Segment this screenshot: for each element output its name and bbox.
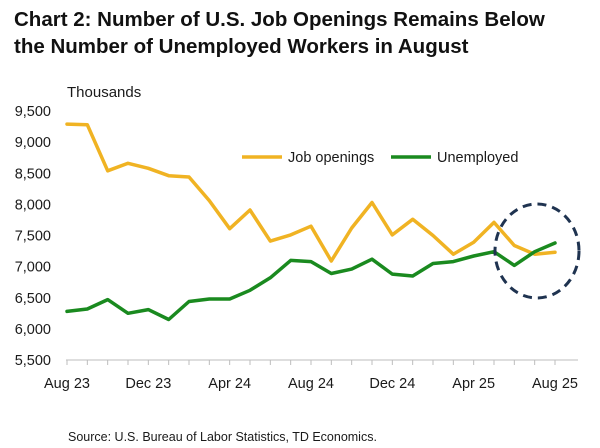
- x-tick-label: Dec 24: [369, 376, 415, 392]
- x-tick-label: Aug 24: [288, 376, 334, 392]
- y-tick-label: 8,500: [15, 166, 51, 182]
- x-tick-label: Dec 23: [125, 376, 171, 392]
- series-line-job-openings: [65, 122, 557, 263]
- y-tick-label: 9,000: [15, 135, 51, 151]
- series-line-unemployed: [65, 241, 557, 322]
- chart-title-line-2: the Number of Unemployed Workers in Augu…: [14, 35, 469, 58]
- y-axis: 9,500 9,000 8,500 8,000 7,500 7,000 6,500 6,000…: [15, 104, 51, 369]
- y-tick-label: 6,500: [15, 291, 51, 307]
- y-tick-label: 9,500: [15, 104, 51, 120]
- y-axis-unit-label: Thousands: [67, 84, 142, 101]
- y-tick-label: 6,000: [15, 322, 51, 338]
- chart-title-line-1: Chart 2: Number of U.S. Job Openings Rem…: [14, 8, 545, 31]
- x-tick-label: Aug 23: [44, 376, 90, 392]
- legend: Job openings Unemployed: [242, 150, 518, 166]
- series-layer: [65, 122, 557, 322]
- x-tick-label: Apr 25: [452, 376, 495, 392]
- y-tick-label: 7,500: [15, 229, 51, 245]
- y-tick-label: 8,000: [15, 197, 51, 213]
- highlight-circle-annotation: [493, 202, 581, 300]
- x-axis: Aug 23 Dec 23 Apr 24 Aug 24 Dec 24 Apr 25 Aug …: [44, 360, 578, 392]
- legend-label: Unemployed: [437, 150, 518, 166]
- chart-title: Chart 2: Number of U.S. Job Openings Rem…: [14, 6, 594, 60]
- legend-label: Job openings: [288, 150, 374, 166]
- x-tick-label: Apr 24: [208, 376, 251, 392]
- x-tick-label: Aug 25: [532, 376, 578, 392]
- source-note: Source: U.S. Bureau of Labor Statistics,…: [68, 430, 377, 444]
- y-tick-label: 5,500: [15, 353, 51, 369]
- y-tick-label: 7,000: [15, 260, 51, 276]
